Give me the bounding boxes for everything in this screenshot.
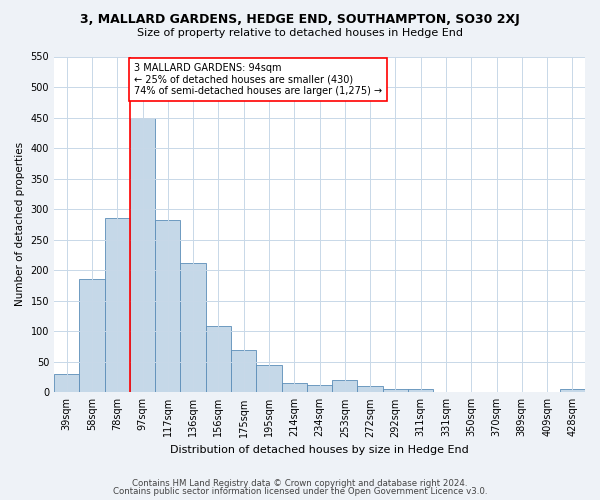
Bar [281, 383, 307, 392]
Text: Contains public sector information licensed under the Open Government Licence v3: Contains public sector information licen… [113, 487, 487, 496]
Bar [54, 374, 79, 392]
Bar [332, 380, 358, 392]
Bar [155, 220, 181, 392]
Bar [256, 365, 281, 392]
Text: Contains HM Land Registry data © Crown copyright and database right 2024.: Contains HM Land Registry data © Crown c… [132, 478, 468, 488]
Y-axis label: Number of detached properties: Number of detached properties [15, 142, 25, 306]
Text: Size of property relative to detached houses in Hedge End: Size of property relative to detached ho… [137, 28, 463, 38]
Bar [79, 280, 104, 392]
Bar [231, 350, 256, 393]
Bar [408, 390, 433, 392]
Bar [383, 390, 408, 392]
Bar [181, 263, 206, 392]
Text: 3 MALLARD GARDENS: 94sqm
← 25% of detached houses are smaller (430)
74% of semi-: 3 MALLARD GARDENS: 94sqm ← 25% of detach… [134, 62, 382, 96]
Bar [307, 385, 332, 392]
Bar [206, 326, 231, 392]
Text: 3, MALLARD GARDENS, HEDGE END, SOUTHAMPTON, SO30 2XJ: 3, MALLARD GARDENS, HEDGE END, SOUTHAMPT… [80, 12, 520, 26]
Bar [104, 218, 130, 392]
Bar [358, 386, 383, 392]
X-axis label: Distribution of detached houses by size in Hedge End: Distribution of detached houses by size … [170, 445, 469, 455]
Bar [560, 390, 585, 392]
Bar [130, 118, 155, 392]
